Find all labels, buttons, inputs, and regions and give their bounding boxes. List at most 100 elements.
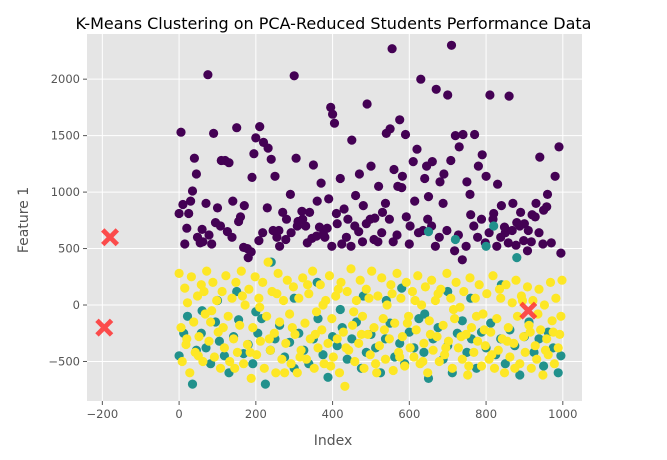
data-point: [271, 368, 281, 378]
y-tick-label: 1000: [51, 185, 80, 199]
data-point: [337, 239, 347, 249]
data-point: [315, 280, 325, 290]
data-point: [174, 268, 184, 278]
data-point: [298, 273, 308, 283]
data-point: [388, 237, 398, 247]
data-point: [438, 320, 448, 330]
data-point: [487, 350, 497, 360]
data-point: [218, 323, 228, 333]
data-point: [229, 334, 239, 344]
data-point: [505, 352, 515, 362]
data-point: [551, 293, 561, 303]
data-point: [479, 325, 489, 335]
data-point: [448, 304, 459, 315]
x-tick-label: 1000: [548, 407, 577, 421]
data-point: [392, 230, 402, 240]
data-point: [277, 354, 287, 364]
data-point: [385, 124, 395, 134]
data-point: [311, 231, 322, 241]
data-point: [286, 359, 296, 369]
data-point: [416, 74, 426, 84]
data-point: [522, 246, 533, 256]
data-point: [428, 345, 438, 355]
data-point: [519, 332, 529, 342]
data-point: [308, 266, 318, 276]
data-point: [340, 381, 350, 391]
data-point: [485, 90, 495, 100]
data-point: [439, 169, 449, 179]
data-point: [363, 329, 373, 339]
data-point: [361, 284, 371, 294]
data-point: [254, 236, 264, 246]
data-point: [534, 284, 544, 294]
data-point: [424, 316, 434, 326]
data-point: [180, 239, 190, 249]
data-point: [341, 232, 351, 242]
data-point: [255, 122, 265, 132]
data-point: [409, 352, 419, 362]
data-point: [184, 208, 194, 219]
data-point: [499, 222, 510, 232]
data-point: [446, 40, 457, 50]
data-point: [395, 115, 405, 125]
data-point: [446, 155, 456, 166]
data-point: [532, 354, 542, 364]
data-point: [400, 361, 410, 371]
data-point: [266, 154, 276, 164]
data-point: [526, 363, 536, 373]
data-point: [255, 336, 265, 346]
data-point: [327, 241, 337, 251]
data-point: [477, 150, 487, 160]
data-point: [369, 323, 379, 333]
data-point: [309, 363, 319, 373]
data-point: [367, 266, 377, 276]
data-point: [230, 363, 240, 373]
data-point: [556, 248, 566, 258]
data-point: [377, 228, 387, 238]
data-point: [427, 275, 437, 285]
data-point: [323, 338, 333, 348]
data-point: [423, 214, 433, 224]
data-point: [227, 232, 237, 242]
data-point: [462, 177, 472, 187]
data-point: [246, 247, 256, 257]
data-point: [282, 275, 292, 285]
x-tick-label: 600: [398, 407, 420, 421]
data-point: [456, 332, 466, 342]
data-point: [207, 306, 217, 316]
data-point: [298, 214, 308, 224]
data-point: [459, 286, 469, 297]
data-point: [534, 334, 544, 344]
data-point: [187, 379, 198, 389]
data-point: [538, 370, 548, 380]
data-point: [474, 280, 484, 290]
data-point: [484, 228, 494, 238]
data-point: [496, 201, 506, 211]
data-point: [517, 295, 528, 306]
data-point: [187, 186, 198, 196]
data-point: [480, 341, 490, 351]
data-point: [354, 338, 364, 348]
data-point: [520, 347, 530, 357]
data-point: [346, 264, 356, 274]
data-point: [550, 171, 560, 181]
data-point: [545, 277, 556, 287]
data-point: [199, 286, 209, 297]
data-point: [431, 84, 441, 94]
data-point: [305, 207, 315, 217]
data-point: [470, 293, 480, 303]
data-point: [234, 216, 244, 227]
data-point: [186, 272, 196, 282]
data-point: [235, 320, 245, 330]
data-point: [461, 241, 471, 251]
data-point: [346, 241, 356, 251]
data-point: [357, 311, 368, 321]
data-point: [314, 222, 325, 232]
data-point: [419, 347, 429, 357]
data-point: [457, 354, 467, 364]
data-point: [313, 343, 323, 353]
data-point: [553, 343, 563, 353]
data-point: [223, 311, 233, 321]
data-point: [522, 282, 533, 292]
data-point: [466, 210, 476, 220]
